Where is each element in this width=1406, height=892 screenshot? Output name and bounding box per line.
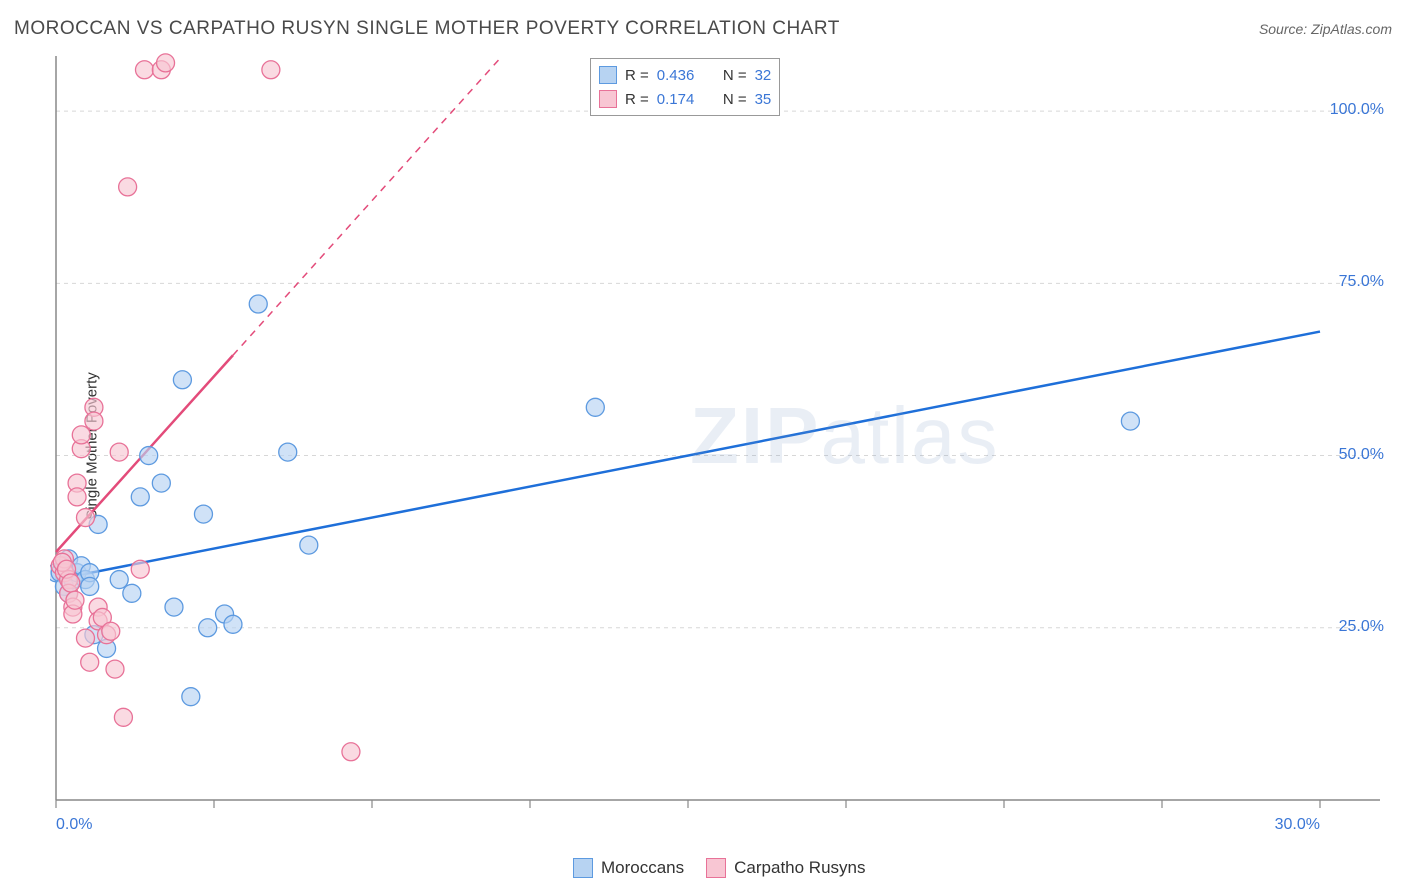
data-point <box>68 488 86 506</box>
data-point <box>106 660 124 678</box>
legend-series-name: Carpatho Rusyns <box>734 858 865 878</box>
legend-r-value: 0.436 <box>657 67 695 84</box>
legend-n-label: N = <box>723 67 747 84</box>
data-point <box>114 708 132 726</box>
data-point <box>279 443 297 461</box>
data-point <box>131 560 149 578</box>
scatter-plot: ZIPatlas R = 0.436 N = 32R = 0.174 N = 3… <box>50 50 1390 830</box>
data-point <box>62 574 80 592</box>
axis-tick-label: 100.0% <box>1330 101 1384 119</box>
legend-swatch <box>599 90 617 108</box>
axis-tick-label: 30.0% <box>1275 816 1320 834</box>
legend-r-value: 0.174 <box>657 91 695 108</box>
data-point <box>300 536 318 554</box>
data-point <box>152 474 170 492</box>
data-point <box>194 505 212 523</box>
axis-tick-label: 50.0% <box>1339 446 1384 464</box>
axis-tick-label: 75.0% <box>1339 273 1384 291</box>
source-prefix: Source: <box>1259 21 1311 37</box>
data-point <box>102 622 120 640</box>
data-point <box>199 619 217 637</box>
legend-series-name: Moroccans <box>601 858 684 878</box>
data-point <box>165 598 183 616</box>
data-point <box>249 295 267 313</box>
data-point <box>81 653 99 671</box>
chart-title: MOROCCAN VS CARPATHO RUSYN SINGLE MOTHER… <box>14 18 840 40</box>
data-point <box>123 584 141 602</box>
source-name: ZipAtlas.com <box>1311 21 1392 37</box>
data-point <box>262 61 280 79</box>
legend-r-label: R = <box>625 91 649 108</box>
legend-row: R = 0.174 N = 35 <box>599 87 771 111</box>
data-point <box>110 571 128 589</box>
data-point <box>173 371 191 389</box>
data-point <box>72 426 90 444</box>
legend-swatch <box>573 858 593 878</box>
data-point <box>342 743 360 761</box>
data-point <box>110 443 128 461</box>
data-point <box>131 488 149 506</box>
data-point <box>1121 412 1139 430</box>
data-point <box>140 447 158 465</box>
legend-swatch <box>599 66 617 84</box>
data-point <box>182 688 200 706</box>
legend-item: Moroccans <box>573 858 684 878</box>
data-point <box>76 509 94 527</box>
chart-svg <box>50 50 1390 830</box>
data-point <box>224 615 242 633</box>
data-point <box>66 591 84 609</box>
series-legend: Moroccans Carpatho Rusyns <box>573 858 865 878</box>
data-point <box>81 577 99 595</box>
legend-r-label: R = <box>625 67 649 84</box>
legend-row: R = 0.436 N = 32 <box>599 63 771 87</box>
data-point <box>135 61 153 79</box>
data-point <box>119 178 137 196</box>
legend-n-value: 35 <box>755 91 772 108</box>
chart-header: MOROCCAN VS CARPATHO RUSYN SINGLE MOTHER… <box>14 18 1392 40</box>
data-point <box>157 54 175 72</box>
data-point <box>586 398 604 416</box>
data-point <box>76 629 94 647</box>
legend-n-label: N = <box>723 91 747 108</box>
axis-tick-label: 0.0% <box>56 816 92 834</box>
source-attribution: Source: ZipAtlas.com <box>1259 21 1392 37</box>
axis-tick-label: 25.0% <box>1339 618 1384 636</box>
legend-n-value: 32 <box>755 67 772 84</box>
correlation-legend: R = 0.436 N = 32R = 0.174 N = 35 <box>590 58 780 116</box>
legend-item: Carpatho Rusyns <box>706 858 865 878</box>
data-point <box>85 412 103 430</box>
legend-swatch <box>706 858 726 878</box>
